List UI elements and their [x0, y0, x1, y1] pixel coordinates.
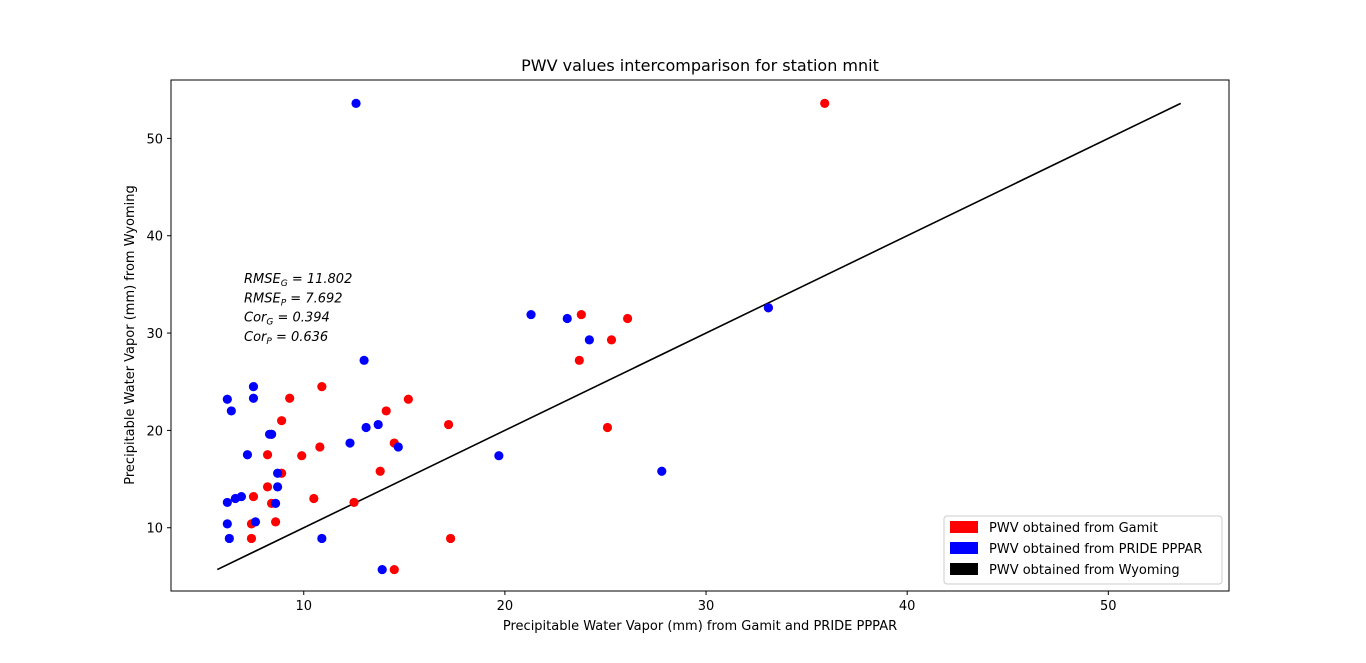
y-axis-ticks: 10 20 30 40 50 [146, 132, 171, 537]
y-tick-label: 30 [146, 327, 163, 342]
stat-annotation: RMSEG = 11.802 [244, 272, 352, 289]
pppar-point [657, 466, 667, 476]
pppar-point [526, 309, 536, 320]
y-tick-label: 40 [146, 230, 163, 245]
pppar-point [494, 451, 504, 461]
stats-annotations: RMSEG = 11.802 RMSEP = 7.692 CorG = 0.394 C… [244, 272, 352, 347]
y-tick-label: 20 [146, 424, 163, 439]
gamit-point [317, 382, 327, 392]
gamit-point [389, 564, 399, 575]
pppar-point [393, 442, 403, 452]
pppar-point [230, 493, 240, 504]
chart-title: PWV values intercomparison for station m… [521, 56, 879, 75]
pppar-point [222, 519, 232, 529]
pppar-point [270, 498, 281, 508]
x-axis-ticks: 10 20 30 40 50 [295, 591, 1117, 614]
pppar-point [562, 313, 572, 324]
gamit-point [285, 393, 295, 403]
x-tick-label: 40 [899, 599, 916, 614]
pppar-point [273, 468, 283, 478]
gamit-point [381, 406, 391, 416]
gamit-point [246, 533, 257, 544]
y-tick-label: 50 [146, 132, 163, 147]
gamit-point [445, 533, 456, 544]
gamit-point [277, 416, 287, 426]
pppar-point [377, 564, 387, 575]
gamit-point [262, 450, 273, 460]
y-tick-label: 10 [146, 522, 163, 537]
x-tick-label: 30 [698, 599, 715, 614]
stat-annotation: CorG = 0.394 [244, 311, 330, 328]
gamit-point [606, 335, 617, 345]
pppar-point [250, 517, 261, 527]
pppar-point [361, 422, 371, 433]
pppar-point [584, 335, 594, 345]
gamit-point [574, 355, 584, 365]
legend-entry: PWV obtained from Wyoming [989, 563, 1180, 578]
pppar-point [763, 303, 773, 313]
gamit-point [403, 394, 413, 404]
pppar-point [224, 533, 234, 544]
x-tick-label: 50 [1100, 599, 1117, 614]
gamit-point [443, 419, 454, 430]
pppar-point [266, 429, 277, 439]
y-axis-label: Precipitable Water Vapor (mm) from Wyomi… [123, 185, 138, 484]
x-tick-label: 10 [295, 599, 312, 614]
gamit-point [349, 497, 359, 508]
legend-box [943, 515, 1223, 585]
legend-entry: PWV obtained from Gamit [989, 521, 1158, 536]
x-tick-label: 20 [497, 599, 514, 614]
gamit-point [248, 491, 259, 502]
pppar-point [222, 394, 232, 404]
legend-swatch [950, 563, 978, 575]
legend-swatch [950, 521, 978, 533]
gamit-point [315, 442, 325, 452]
stat-annotation: CorP = 0.636 [244, 330, 328, 347]
plot-marks [216, 98, 1182, 575]
gamit-point [820, 98, 830, 108]
gamit-point [270, 517, 281, 527]
pppar-point [317, 533, 327, 544]
pppar-point [242, 450, 253, 460]
gamit-point [622, 313, 633, 324]
legend: PWV obtained from Gamit PWV obtained from… [943, 515, 1223, 585]
pppar-point [359, 355, 369, 365]
stat-annotation: RMSEP = 7.692 [244, 291, 343, 308]
gamit-point [576, 309, 586, 320]
reference-line [216, 102, 1182, 571]
pppar-point [273, 482, 283, 492]
pppar-point [345, 438, 355, 448]
gamit-point [309, 493, 319, 504]
pppar-point [248, 382, 259, 392]
gamit-point [602, 422, 613, 433]
legend-entry: PWV obtained from PRIDE PPPAR [989, 542, 1202, 557]
pppar-point [222, 497, 232, 508]
pppar-point [373, 419, 383, 430]
plot-frame [170, 79, 1230, 592]
gamit-point [375, 466, 385, 476]
pppar-point [226, 406, 236, 416]
legend-swatch [950, 542, 978, 554]
pppar-point [351, 98, 361, 108]
x-axis-label: Precipitable Water Vapor (mm) from Gamit… [503, 619, 897, 634]
pppar-point [248, 393, 259, 403]
gamit-point [262, 482, 273, 492]
gamit-point [297, 451, 307, 461]
